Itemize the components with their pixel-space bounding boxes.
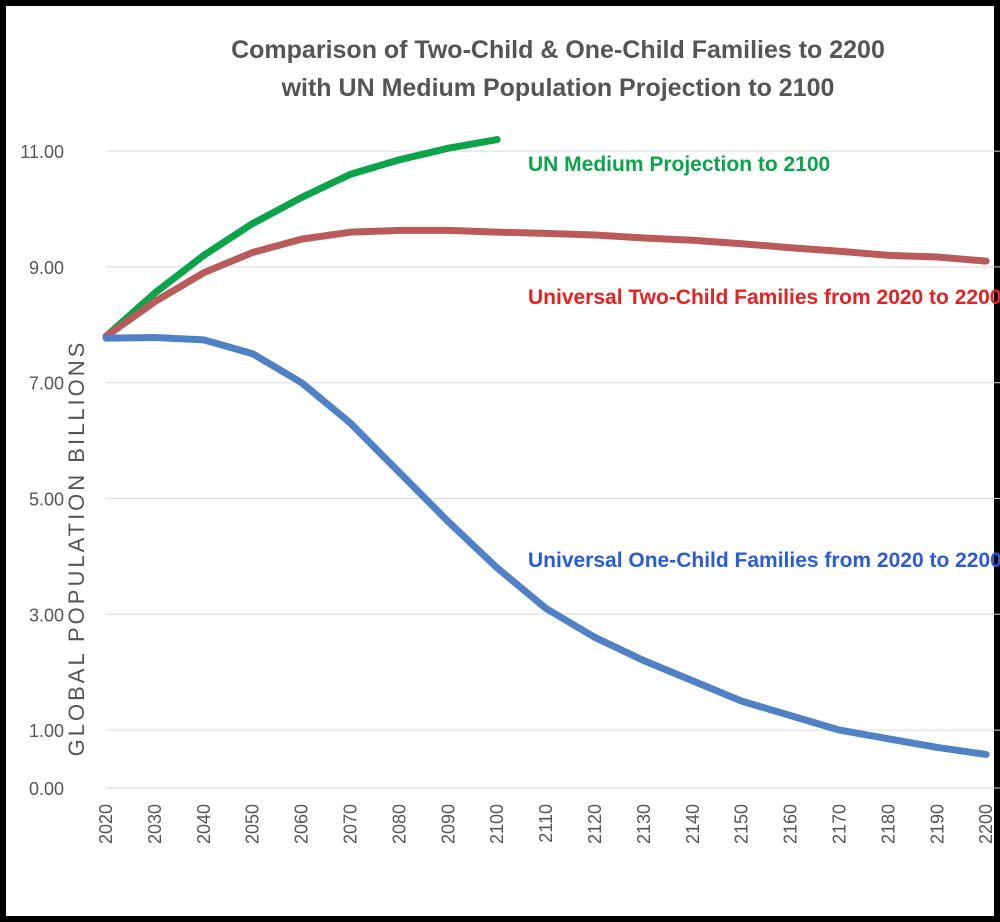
x-tick-label: 2060 xyxy=(292,804,312,844)
series-line-0 xyxy=(102,136,501,340)
y-tick-label: 5.00 xyxy=(29,490,64,510)
x-tick-label: 2130 xyxy=(634,804,654,844)
y-tick-label: 3.00 xyxy=(29,605,64,625)
x-tick-label: 2150 xyxy=(732,804,752,844)
chart-subtitle: with UN Medium Population Projection to … xyxy=(281,74,835,102)
chart-title: Comparison of Two-Child & One-Child Fami… xyxy=(231,36,885,64)
series-line-2 xyxy=(102,334,990,758)
x-tick-label: 2180 xyxy=(878,804,898,844)
x-tick-label: 2160 xyxy=(781,804,801,844)
line-chart: Comparison of Two-Child & One-Child Fami… xyxy=(20,36,1000,844)
x-tick-label: 2070 xyxy=(341,804,361,844)
x-tick-label: 2120 xyxy=(585,804,605,844)
x-tick-label: 2030 xyxy=(145,804,165,844)
y-tick-label: 11.00 xyxy=(20,142,64,162)
x-tick-label: 2110 xyxy=(536,804,556,843)
series-lines xyxy=(102,136,990,758)
x-tick-label: 2040 xyxy=(194,804,214,844)
x-tick-label: 2200 xyxy=(976,804,996,844)
series-label-un: UN Medium Projection to 2100 xyxy=(528,153,830,176)
series-label-two-child: Universal Two-Child Families from 2020 t… xyxy=(528,286,1000,309)
y-axis-label: GLOBAL POPULATION BILLIONS xyxy=(64,340,89,757)
series-line-1 xyxy=(102,226,990,340)
x-tick-label: 2050 xyxy=(243,804,263,844)
x-tick-label: 2170 xyxy=(830,804,850,844)
y-tick-label: 9.00 xyxy=(29,258,64,278)
x-tick-label: 2190 xyxy=(927,804,947,844)
x-tick-label: 2140 xyxy=(683,804,703,844)
x-tick-label: 2090 xyxy=(438,804,458,844)
y-tick-label: 7.00 xyxy=(29,374,64,394)
y-axis-ticks: 0.00 1.00 3.00 5.00 7.00 9.00 11.00 xyxy=(20,142,64,799)
series-label-one-child: Universal One-Child Families from 2020 t… xyxy=(528,549,1000,572)
y-tick-label: 0.00 xyxy=(29,779,64,799)
x-tick-label: 2020 xyxy=(96,804,116,844)
x-tick-label: 2080 xyxy=(389,804,409,844)
gridlines xyxy=(106,150,1000,789)
x-axis-ticks: 2020 2030 2040 2050 2060 2070 2080 2090 2100 2110… xyxy=(96,804,996,844)
y-tick-label: 1.00 xyxy=(29,721,64,741)
x-tick-label: 2100 xyxy=(487,804,507,844)
